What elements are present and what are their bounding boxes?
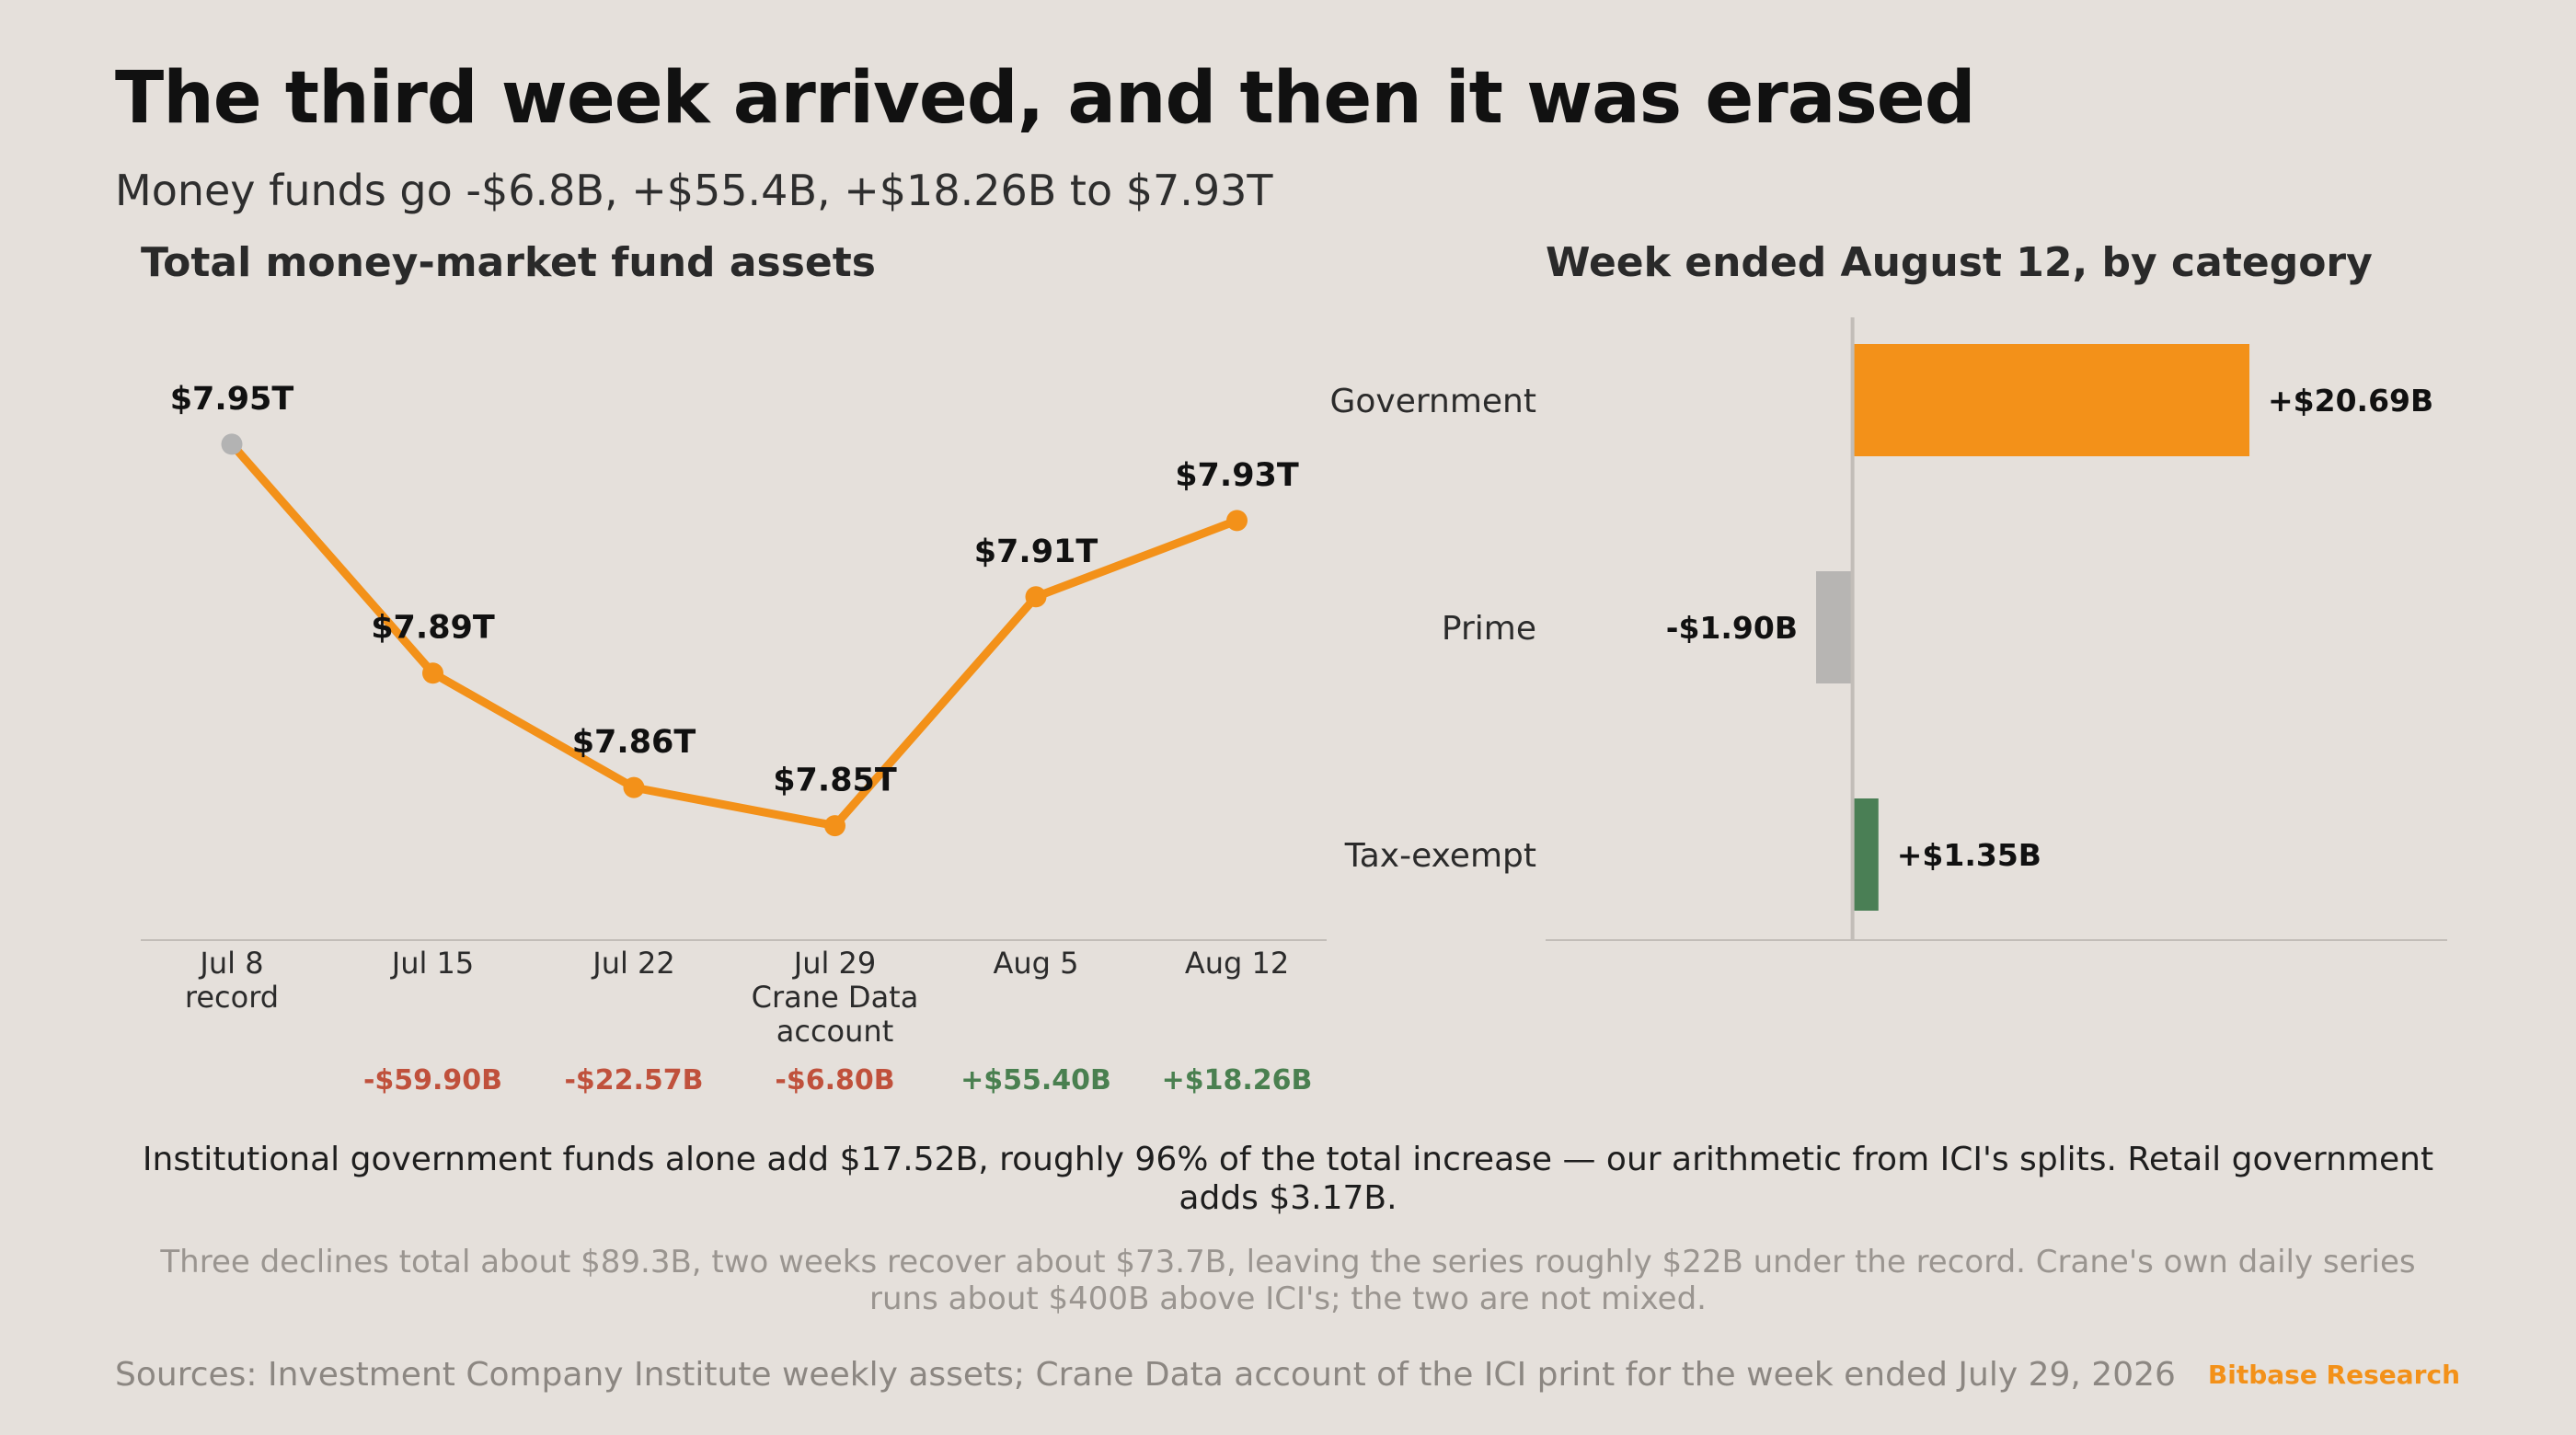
x-tick-label: record: [185, 980, 279, 1015]
data-point: [1226, 510, 1248, 532]
weekly-change-label: -$22.57B: [564, 1064, 703, 1096]
data-point: [824, 815, 845, 837]
data-label: $7.95T: [170, 381, 294, 418]
x-tick-label: Jul 29: [792, 946, 877, 981]
category-label: Tax-exempt: [1344, 837, 1536, 875]
x-tick-label: Jul 22: [591, 946, 675, 981]
data-label: $7.91T: [974, 534, 1098, 570]
page-title: The third week arrived, and then it was …: [115, 57, 1976, 140]
data-point: [422, 662, 443, 684]
x-tick-label: Aug 12: [1185, 946, 1289, 981]
x-tick-label: Aug 5: [993, 946, 1078, 981]
data-label: $7.89T: [371, 610, 495, 647]
bar-chart-title: Week ended August 12, by category: [1546, 239, 2373, 286]
category-bar: [1816, 571, 1853, 683]
category-label: Government: [1329, 383, 1536, 420]
data-point: [1025, 586, 1047, 608]
x-tick-label: Crane Data: [752, 980, 919, 1015]
bar-value-label: -$1.90B: [1666, 610, 1798, 646]
secondary-note: Three declines total about $89.3B, two w…: [160, 1244, 2416, 1317]
category-bar: [1852, 344, 2250, 456]
category-label: Prime: [1442, 610, 1536, 648]
weekly-change-label: -$59.90B: [363, 1064, 502, 1096]
x-tick-label: Jul 8: [198, 946, 263, 981]
bar-chart: Government +$20.69B Prime -$1.90B Tax-exempt…: [1329, 317, 2447, 941]
page-subtitle: Money funds go -$6.8B, +$55.4B, +$18.26B…: [115, 166, 1273, 215]
key-note: Institutional government funds alone add…: [142, 1141, 2434, 1217]
weekly-change-label: +$18.26B: [1162, 1064, 1313, 1096]
bar-value-label: +$1.35B: [1897, 837, 2041, 873]
line-chart-title: Total money-market fund assets: [141, 239, 876, 286]
data-label: $7.85T: [773, 763, 897, 799]
data-label: $7.86T: [572, 724, 696, 761]
record-point: [221, 433, 243, 455]
x-tick-label: Jul 15: [390, 946, 475, 981]
x-tick-label: account: [776, 1014, 893, 1049]
category-bar: [1852, 798, 1879, 911]
bar-value-label: +$20.69B: [2268, 383, 2433, 419]
weekly-change-label: -$6.80B: [775, 1064, 894, 1096]
assets-series-line: [227, 440, 1241, 831]
brand-label: Bitbase Research: [2207, 1360, 2460, 1390]
data-point: [623, 776, 645, 798]
sources-note: Sources: Investment Company Institute we…: [115, 1356, 2176, 1394]
data-label: $7.93T: [1175, 457, 1299, 494]
weekly-change-label: +$55.40B: [960, 1064, 1111, 1096]
